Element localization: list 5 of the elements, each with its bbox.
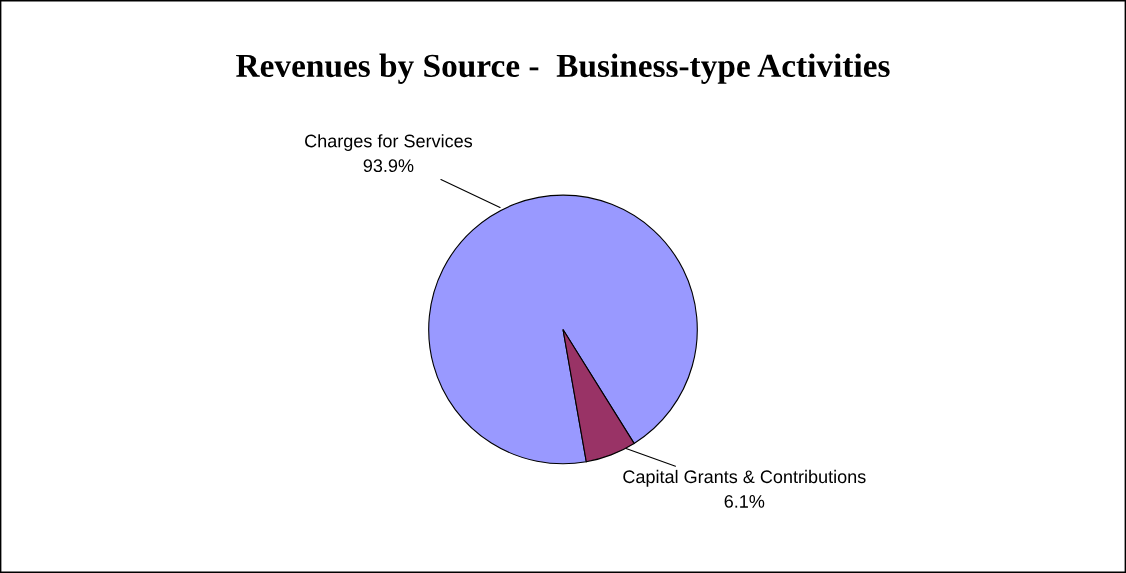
- chart-title: Revenues by Source - Business-type Activities: [236, 53, 890, 84]
- data-label: 6.1%: [724, 495, 765, 508]
- data-label: 93.9%: [363, 159, 414, 173]
- slice-label: Capital Grants & Contributions: [623, 469, 866, 487]
- slice-label: Charges for Services: [305, 134, 473, 151]
